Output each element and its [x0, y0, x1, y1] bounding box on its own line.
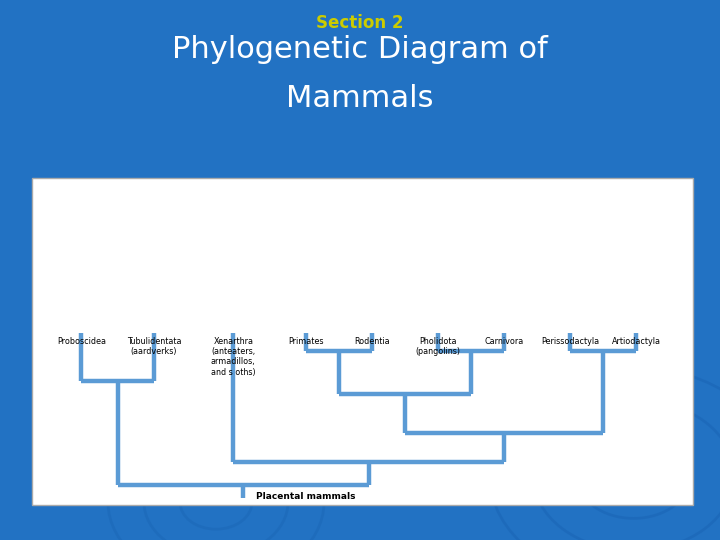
- Text: Pholidota
(pangolins): Pholidota (pangolins): [415, 336, 461, 356]
- Text: Section 2: Section 2: [316, 14, 404, 31]
- Text: Carnivora: Carnivora: [485, 336, 524, 346]
- Text: Perissodactyla: Perissodactyla: [541, 336, 600, 346]
- Text: Phylogenetic Diagram of: Phylogenetic Diagram of: [172, 35, 548, 64]
- Text: Proboscidea: Proboscidea: [57, 336, 106, 346]
- Text: Tubulidentata
(aardverks): Tubulidentata (aardverks): [127, 336, 181, 356]
- Text: Placental mammals: Placental mammals: [256, 492, 356, 501]
- Text: Xenarthra
(anteaters,
armadillos,
and s oths): Xenarthra (anteaters, armadillos, and s …: [211, 336, 256, 377]
- FancyBboxPatch shape: [32, 178, 693, 505]
- Text: Artiodactyla: Artiodactyla: [612, 336, 661, 346]
- Text: Mammals: Mammals: [287, 84, 433, 113]
- Text: Rodentia: Rodentia: [354, 336, 390, 346]
- Text: Primates: Primates: [288, 336, 324, 346]
